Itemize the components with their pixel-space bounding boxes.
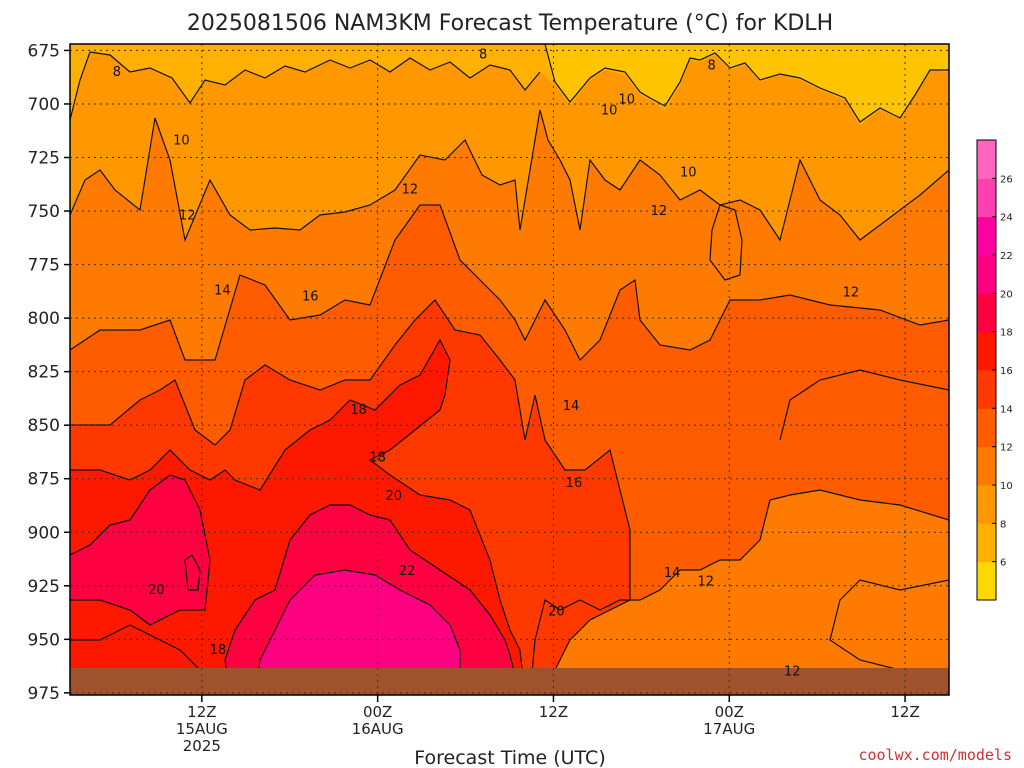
contour-labels: 8881010101012121212121214141416161818182… (113, 48, 860, 680)
x-tick-label: 12Z (539, 703, 568, 721)
ground-fill (70, 668, 949, 695)
y-tick-label: 900 (28, 523, 60, 543)
colorbar-swatch (977, 331, 996, 371)
colorbar-label: 26 (1000, 174, 1013, 185)
colorbar-label: 16 (1000, 366, 1013, 377)
colorbar-swatch (977, 293, 996, 333)
contour-label: 12 (843, 285, 860, 300)
y-tick-label: 725 (28, 148, 60, 168)
contour-label: 8 (479, 48, 487, 63)
contour-label: 8 (708, 58, 716, 73)
y-tick-label: 700 (28, 95, 60, 115)
colorbar-label: 8 (1000, 519, 1006, 530)
y-tick-label: 925 (28, 577, 60, 597)
colorbar-swatch (977, 561, 996, 601)
colorbar-swatch (977, 408, 996, 448)
contour-label: 18 (369, 450, 386, 465)
contour-label: 14 (214, 283, 231, 298)
x-tick-label: 17AUG (703, 720, 755, 738)
colorbar-label: 6 (1000, 558, 1006, 569)
contour-label: 14 (563, 399, 580, 414)
contour-label: 16 (566, 476, 583, 491)
colorbar-swatch (977, 178, 996, 218)
y-tick-label: 675 (28, 41, 60, 61)
x-tick-label: 00Z (715, 703, 744, 721)
contour-label: 12 (651, 204, 668, 219)
band-20-22 (70, 475, 210, 625)
colorbar-label: 18 (1000, 328, 1013, 339)
y-tick-label: 800 (28, 309, 60, 329)
contour-label: 10 (601, 103, 618, 118)
y-tick-label: 950 (28, 630, 60, 650)
y-tick-label: 850 (28, 416, 60, 436)
contour-label: 20 (548, 604, 565, 619)
colorbar-label: 20 (1000, 289, 1013, 300)
band-22-24 (255, 570, 460, 695)
x-tick-label: 12Z (187, 703, 216, 721)
contour-label: 12 (698, 575, 715, 590)
colorbar-label: 22 (1000, 251, 1013, 262)
contour-label: 12 (784, 664, 801, 679)
contour-lines (70, 44, 949, 695)
y-tick-label: 825 (28, 363, 60, 383)
y-tick-label: 750 (28, 202, 60, 222)
colorbar-swatch (977, 216, 996, 256)
colorbar-label: 10 (1000, 481, 1013, 492)
x-axis-label: Forecast Time (UTC) (414, 747, 605, 768)
x-tick-label: 00Z (363, 703, 392, 721)
contour-label: 8 (113, 65, 121, 80)
colorbar-label: 12 (1000, 443, 1013, 454)
contour-label: 18 (350, 403, 367, 418)
colorbar-label: 24 (1000, 213, 1013, 224)
colorbar-swatch (977, 485, 996, 524)
plot-frame (69, 43, 950, 696)
contour-label: 20 (148, 583, 165, 598)
contour-label: 12 (402, 183, 419, 198)
contour-label: 16 (302, 290, 319, 305)
colorbar-swatch (977, 446, 996, 486)
colorbar-swatch (977, 523, 996, 563)
x-tick-label: 12Z (890, 703, 919, 721)
contour-label: 20 (385, 489, 402, 504)
colorbar-label: 14 (1000, 404, 1013, 415)
chart-title: 2025081506 NAM3KM Forecast Temperature (… (187, 11, 833, 36)
contour-label: 22 (399, 564, 416, 579)
contour-label: 10 (173, 133, 190, 148)
y-tick-label: 875 (28, 470, 60, 490)
y-axis-ticks: 675 700 725 750 775 800 825 850 875 900 925 950 975 (28, 41, 70, 704)
contour-label: 18 (210, 643, 227, 658)
contour-label: 12 (179, 208, 196, 223)
colorbar-swatch (977, 140, 996, 179)
y-tick-label: 775 (28, 256, 60, 276)
credit-text: coolwx.com/models (858, 746, 1012, 764)
colorbar-swatch (977, 370, 996, 409)
colorbar: 6 8 10 12 14 16 18 20 22 24 26 (976, 139, 1013, 601)
contour-label: 10 (680, 165, 697, 180)
colorbar-swatch (977, 255, 996, 294)
x-tick-label: 2025 (183, 737, 221, 755)
x-tick-label: 16AUG (352, 720, 404, 738)
x-tick-label: 15AUG (176, 720, 228, 738)
contour-label: 10 (618, 93, 635, 108)
grid-lines (70, 44, 949, 695)
y-tick-label: 975 (28, 684, 60, 704)
contour-label: 14 (664, 566, 681, 581)
